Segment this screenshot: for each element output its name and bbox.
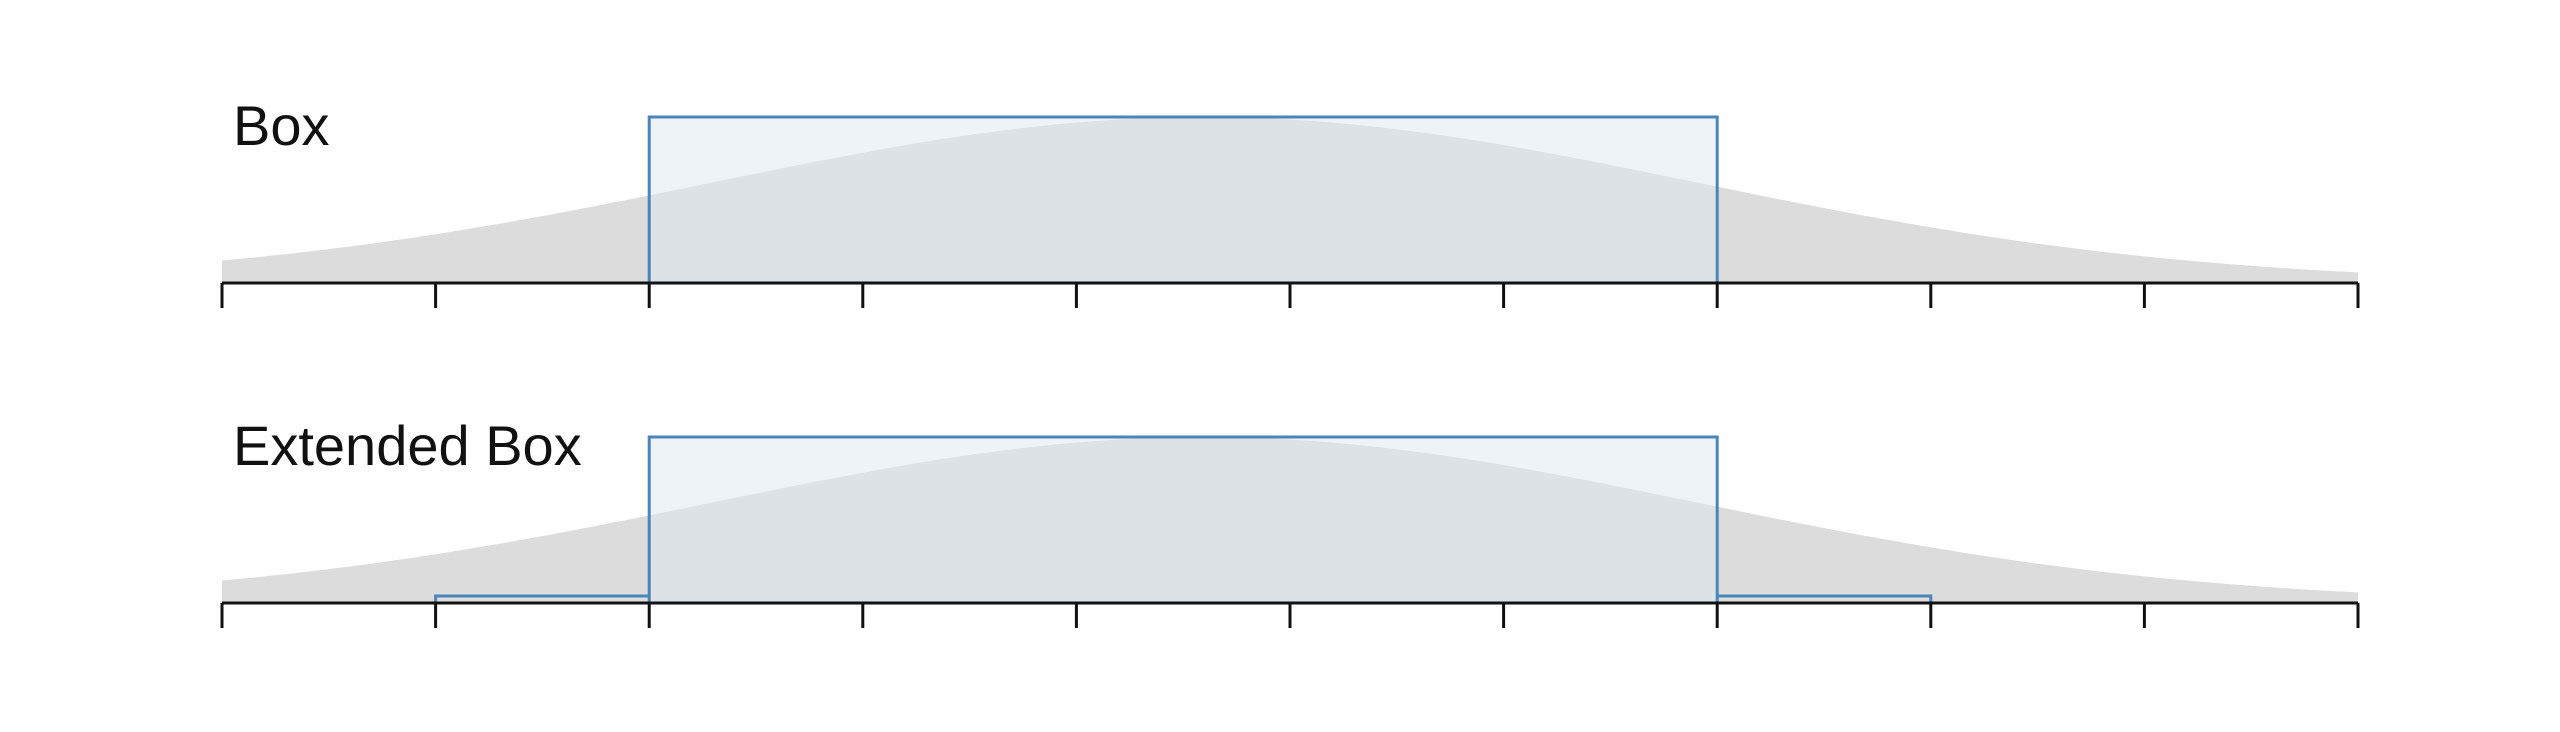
box-kernel (647, 435, 1719, 605)
extended-box-panel-label: Extended Box (233, 414, 582, 477)
box-kernel (647, 115, 1719, 285)
box-panel (220, 115, 2360, 308)
extended-box-panel (220, 435, 2360, 628)
extension-step-left (434, 594, 650, 603)
extension-step-right (1717, 594, 1933, 603)
box-panel-label: Box (233, 94, 330, 157)
